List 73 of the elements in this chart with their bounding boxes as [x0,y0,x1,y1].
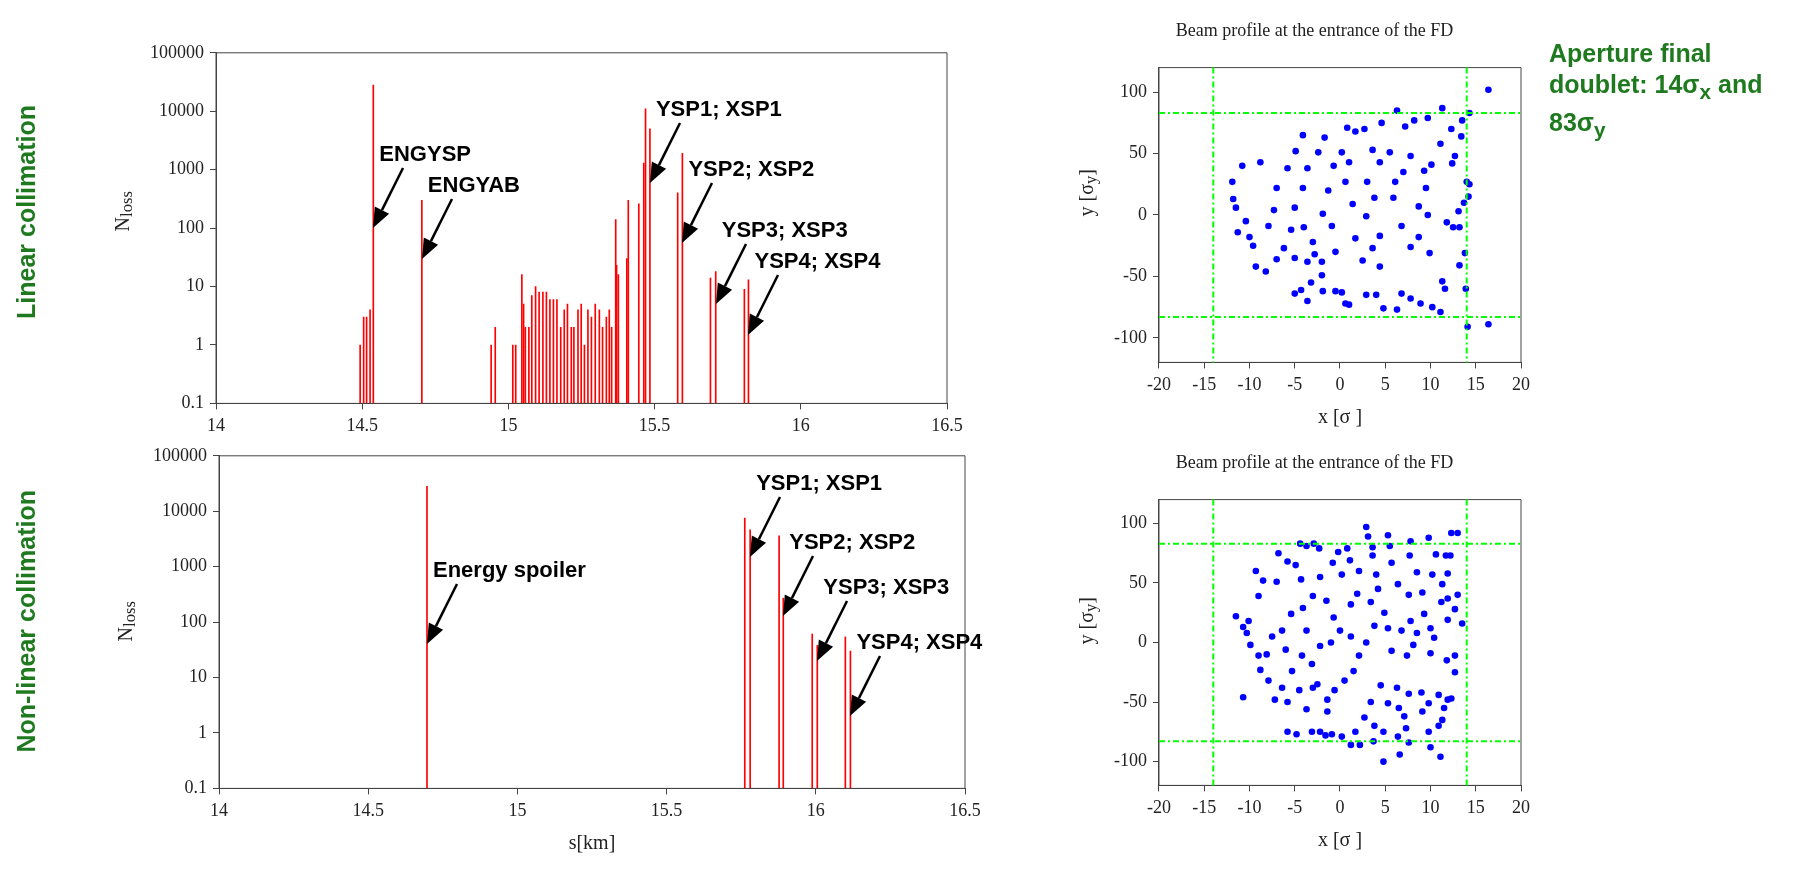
chart-title: Beam profile at the entrance of the FD [1175,451,1454,472]
x-tick-label: 10 [1421,796,1440,817]
y-tick-label: 0 [1137,203,1147,224]
x-tick-label: 15.5 [638,414,671,435]
x-tick-label: -10 [1237,796,1262,817]
y-tick-label: 0 [1137,631,1147,652]
annotation: Energy spoiler [432,557,586,584]
x-tick-label: 14 [207,414,225,435]
x-tick-label: 15 [499,414,518,435]
x-tick-label: 16 [806,799,825,820]
y-tick-label: 0.1 [181,392,204,413]
x-tick-label: 5 [1380,796,1390,817]
annotation: YSP4; XSP4 [856,629,983,656]
y-tick-label: 0.1 [184,777,207,798]
y-tick-label: 100 [1119,80,1147,101]
x-tick-label: -5 [1287,796,1303,817]
x-tick-label: -15 [1192,373,1217,394]
x-tick-label: 0 [1335,373,1345,394]
y-tick-label: 1000 [168,158,204,179]
x-tick-label: 0 [1335,796,1345,817]
x-tick-label: -5 [1287,373,1303,394]
y-tick-label: 50 [1128,142,1147,163]
y-tick-label: 1000 [171,555,207,576]
y-tick-label: 10000 [159,99,204,120]
y-tick-label: 1 [195,333,204,354]
x-tick-label: 15 [508,799,527,820]
annotation: YSP1; XSP1 [655,95,782,122]
y-tick-label: -100 [1113,750,1147,771]
x-tick-label: 15.5 [650,799,683,820]
y-tick-label: 1 [198,721,207,742]
chart-title: Beam profile at the entrance of the FD [1175,19,1454,40]
x-tick-label: -10 [1237,373,1262,394]
y-tick-label: 100000 [153,444,207,465]
x-tick-label: 14.5 [352,799,384,820]
annotation: ENGYSP [379,141,471,168]
x-tick-label: -20 [1146,373,1171,394]
text: Aperture final doublet: 14σ$_{x}$ and 83σ$_{y}$ [1549,39,1763,141]
y-tick-label: 100 [177,216,204,237]
annotation: YSP2; XSP2 [688,156,815,183]
y-tick-label: -50 [1122,690,1147,711]
y-tick-label: 50 [1128,571,1147,592]
annotation: ENGYAB [427,171,520,198]
text: Non-linear collimation [11,490,41,753]
annotation: YSP1; XSP1 [756,469,883,496]
x-tick-label: 14.5 [346,414,378,435]
x-tick-label: 14 [210,799,228,820]
annotation: YSP3; XSP3 [721,217,848,244]
y-tick-label: 10 [189,666,207,687]
x-axis-title: x [σ ] [1317,405,1363,428]
x-tick-label: -20 [1146,796,1171,817]
annotation: YSP4; XSP4 [754,247,881,274]
x-tick-label: 20 [1512,373,1530,394]
y-tick-label: -50 [1122,265,1147,286]
annotation: YSP2; XSP2 [789,528,916,555]
annotation: YSP3; XSP3 [823,573,950,600]
x-tick-label: 16.5 [949,799,981,820]
y-tick-label: 10000 [162,499,207,520]
text: Linear collimation [11,104,41,319]
y-tick-label: 100 [180,610,207,631]
x-tick-label: 16 [791,414,810,435]
x-tick-label: 15 [1466,373,1485,394]
x-tick-label: 15 [1466,796,1485,817]
x-tick-label: 5 [1380,373,1390,394]
y-tick-label: 100000 [150,41,204,62]
x-axis-title: s[km] [568,831,616,854]
x-tick-label: 10 [1421,373,1440,394]
x-tick-label: 16.5 [931,414,963,435]
y-tick-label: 100 [1119,512,1147,533]
x-tick-label: -15 [1192,796,1217,817]
y-tick-label: 10 [186,275,204,296]
x-axis-title: x [σ ] [1317,828,1363,851]
x-tick-label: 20 [1512,796,1530,817]
y-tick-label: -100 [1113,326,1147,347]
